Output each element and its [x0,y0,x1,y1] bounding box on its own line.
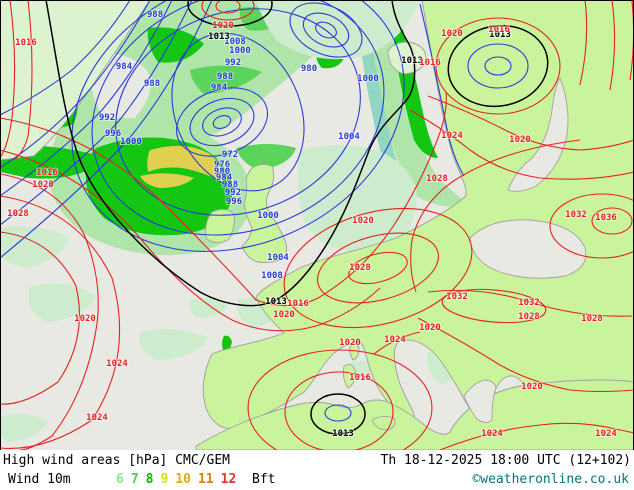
pressure-label-988: 988 [144,79,160,89]
pressure-label-1028: 1028 [581,314,603,324]
valid-datetime: Th 18-12-2025 18:00 UTC (12+102) [380,453,631,468]
pressure-label-984: 984 [116,62,133,72]
bft-value-12: 12 [220,472,237,487]
pressure-label-1016: 1016 [287,299,309,309]
pressure-label-976: 976 [214,160,230,170]
pressure-label-1008: 1008 [224,37,246,47]
pressure-label-1000: 1000 [229,46,251,56]
weather-map-svg: 9889849889929961000100810009929889849801… [0,0,634,450]
pressure-label-1016: 1016 [419,58,441,68]
bft-value-6: 6 [116,472,124,487]
pressure-label-1028: 1028 [518,312,540,322]
bft-value-11: 11 [197,472,214,487]
pressure-label-980: 980 [214,167,230,177]
pressure-label-988: 988 [222,180,238,190]
pressure-label-984: 984 [216,173,233,183]
weather-map: 988 984 988 992 996 1000 1008 1000 992 988 984 980 1… [0,0,634,450]
pressure-label-1004: 1004 [267,253,289,263]
pressure-label-1013: 1013 [401,56,423,66]
pressure-label-1000: 1000 [120,137,142,147]
pressure-label-1008: 1008 [261,271,283,281]
isobars-low-pressure [0,0,529,422]
pressure-label-1024: 1024 [106,359,128,369]
beaufort-scale-legend: 6 7 8 9 10 11 12 [116,472,243,487]
bft-value-10: 10 [175,472,191,487]
pressure-label-992: 992 [99,113,115,123]
pressure-label-984: 984 [211,83,228,93]
layer-title: Wind 10m [8,472,71,487]
pressure-labels-layer: 9889849889929961000100810009929889849801… [6,9,618,440]
pressure-label-1020: 1020 [509,135,531,145]
pressure-label-1028: 1028 [7,209,29,219]
map-footer: High wind areas [hPa] CMC/GEM Th 18-12-2… [0,450,634,490]
pressure-label-972: 972 [222,150,238,160]
pressure-label-1024: 1024 [384,335,406,345]
pressure-label-1020: 1020 [441,29,463,39]
pressure-label-1013: 1013 [332,429,354,439]
copyright-link[interactable]: ©weatheronline.co.uk [472,472,629,487]
pressure-label-1032: 1032 [446,292,468,302]
pressure-label-1020: 1020 [74,314,96,324]
pressure-label-1032: 1032 [565,210,587,220]
beaufort-unit-label: Bft [252,472,276,487]
pressure-label-1013: 1013 [265,297,287,307]
pressure-label-988: 988 [217,72,233,82]
pressure-label-1032: 1032 [518,298,540,308]
pressure-label-1020: 1020 [273,310,295,320]
pressure-label-1016: 1016 [488,25,510,35]
pressure-label-1028: 1028 [426,174,448,184]
pressure-label-1020: 1020 [419,323,441,333]
bft-value-9: 9 [160,472,169,487]
bft-value-8: 8 [145,472,154,487]
pressure-label-980: 980 [301,64,317,74]
pressure-label-1020: 1020 [521,382,543,392]
isobars-1013 [45,0,549,435]
pressure-label-996: 996 [105,129,121,139]
pressure-label-1013: 1013 [489,30,511,40]
pressure-label-1036: 1036 [595,213,617,223]
pressure-label-1004: 1004 [338,132,360,142]
pressure-label-1024: 1024 [441,131,463,141]
pressure-label-1020: 1020 [339,338,361,348]
product-title: High wind areas [hPa] CMC/GEM [3,453,230,468]
pressure-label-1016: 1016 [349,373,371,383]
pressure-label-992: 992 [225,188,241,198]
pressure-label-1024: 1024 [595,429,617,439]
isobars-high-pressure [0,0,634,450]
pressure-label-1000: 1000 [357,74,379,84]
pressure-label-1013: 1013 [208,32,230,42]
pressure-label-996: 996 [226,197,242,207]
pressure-label-1016: 1016 [15,38,37,48]
bft-value-7: 7 [130,472,139,487]
pressure-label-1028: 1028 [349,263,371,273]
pressure-label-1024: 1024 [481,429,503,439]
pressure-label-1016: 1016 [36,168,58,178]
pressure-label-992: 992 [225,58,241,68]
pressure-label-1000: 1000 [257,211,279,221]
pressure-label-988: 988 [147,10,163,20]
pressure-label-1020: 1020 [352,216,374,226]
pressure-label-1024: 1024 [86,413,108,423]
pressure-label-1020: 1020 [212,21,234,31]
pressure-label-1020: 1020 [32,180,54,190]
